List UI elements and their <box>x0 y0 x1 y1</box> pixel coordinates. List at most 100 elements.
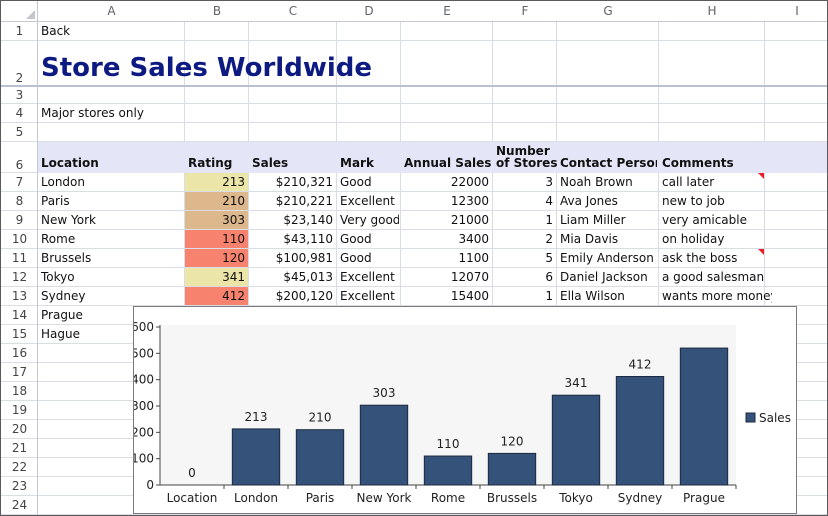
cell-comment[interactable]: wants more money <box>662 289 772 303</box>
row-header-18[interactable]: 18 <box>11 384 28 398</box>
cell-mark[interactable]: Excellent <box>340 289 395 303</box>
cell-annual-sales[interactable]: 12070 <box>450 270 489 284</box>
cell-stores[interactable]: 5 <box>545 251 553 265</box>
row-header-20[interactable]: 20 <box>11 422 28 436</box>
comment-indicator-icon[interactable] <box>758 173 764 179</box>
row-header-19[interactable]: 19 <box>11 403 28 417</box>
column-header-a[interactable]: A <box>107 4 116 18</box>
row-header-23[interactable]: 23 <box>11 479 28 493</box>
row-header-24[interactable]: 24 <box>11 498 28 512</box>
cell-location[interactable]: Sydney <box>41 289 86 303</box>
row-header-21[interactable]: 21 <box>11 441 28 455</box>
cell-rating[interactable]: 412 <box>222 289 245 303</box>
row-header-9[interactable]: 9 <box>15 213 24 227</box>
cell-stores[interactable]: 3 <box>545 175 553 189</box>
row-header-3[interactable]: 3 <box>15 88 24 102</box>
cell-rating[interactable]: 213 <box>222 175 245 189</box>
cell-location[interactable]: London <box>41 175 85 189</box>
row-header-13[interactable]: 13 <box>11 289 28 303</box>
cell-annual-sales[interactable]: 3400 <box>458 232 489 246</box>
cell-annual-sales[interactable]: 1100 <box>458 251 489 265</box>
cell-stores[interactable]: 1 <box>545 213 553 227</box>
cell-location[interactable]: Brussels <box>41 251 92 265</box>
row-header-8[interactable]: 8 <box>15 194 24 208</box>
cell-sales[interactable]: $200,120 <box>275 289 333 303</box>
cell-rating[interactable]: 110 <box>222 232 245 246</box>
sales-bar-chart[interactable]: 0 100 200 300 400 500 600 0 Location 213 London 210… <box>131 306 797 514</box>
cell-stores[interactable]: 1 <box>545 289 553 303</box>
cell-contact-person[interactable]: Liam Miller <box>560 213 626 227</box>
back-link[interactable]: Back <box>41 24 71 38</box>
row-header-7[interactable]: 7 <box>15 175 24 189</box>
cell-annual-sales[interactable]: 12300 <box>450 194 489 208</box>
cell-comment[interactable]: ask the boss <box>662 251 738 265</box>
cell-contact-person[interactable]: Ava Jones <box>560 194 618 208</box>
cell-contact-person[interactable]: Emily Anderson <box>560 251 654 265</box>
column-header-d[interactable]: D <box>364 4 374 18</box>
column-header-e[interactable]: E <box>443 4 451 18</box>
row-header-17[interactable]: 17 <box>11 365 28 379</box>
cell-annual-sales[interactable]: 15400 <box>450 289 489 303</box>
column-header-i[interactable]: I <box>795 4 799 18</box>
cell-location[interactable]: Tokyo <box>41 270 75 284</box>
cell-annual-sales[interactable]: 21000 <box>450 213 489 227</box>
cell-stores[interactable]: 4 <box>545 194 553 208</box>
cell-rating[interactable]: 210 <box>222 194 245 208</box>
cell-contact-person[interactable]: Mia Davis <box>560 232 619 246</box>
cell-location[interactable]: New York <box>41 213 96 227</box>
row-header-5[interactable]: 5 <box>15 125 24 139</box>
cell-mark[interactable]: Good <box>340 232 372 246</box>
cell-location[interactable]: Prague <box>41 308 83 322</box>
row-header-6[interactable]: 6 <box>15 158 24 172</box>
cell-annual-sales[interactable]: 22000 <box>450 175 489 189</box>
grid-col-line <box>492 1 493 515</box>
row-header-22[interactable]: 22 <box>11 460 28 474</box>
column-header-g[interactable]: G <box>603 4 613 18</box>
comment-indicator-icon[interactable] <box>758 249 764 255</box>
column-header-b[interactable]: B <box>212 4 222 18</box>
cell-contact-person[interactable]: Ella Wilson <box>560 289 625 303</box>
cell-stores[interactable]: 2 <box>545 232 553 246</box>
cell-mark[interactable]: Good <box>340 251 372 265</box>
cell-mark[interactable]: Excellent <box>340 270 395 284</box>
row-header-2[interactable]: 2 <box>15 71 24 85</box>
cell-location[interactable]: Rome <box>41 232 76 246</box>
row-header-16[interactable]: 16 <box>11 346 28 360</box>
cell-comment[interactable]: on holiday <box>662 232 725 246</box>
row-header-11[interactable]: 11 <box>11 251 28 265</box>
cell-sales[interactable]: $23,140 <box>283 213 333 227</box>
cell-rating[interactable]: 303 <box>222 213 245 227</box>
cell-mark[interactable]: Very good <box>340 213 399 227</box>
row-header-12[interactable]: 12 <box>11 270 28 284</box>
cell-comment[interactable]: a good salesman <box>662 270 765 284</box>
cell-sales[interactable]: $43,110 <box>283 232 333 246</box>
row-header-1[interactable]: 1 <box>15 24 24 38</box>
cell-comment[interactable]: call later <box>662 175 715 189</box>
cell-comment[interactable]: new to job <box>662 194 725 208</box>
cell-location[interactable]: Paris <box>41 194 70 208</box>
column-header-f[interactable]: F <box>521 4 529 18</box>
row-header-15[interactable]: 15 <box>11 327 28 341</box>
column-header-c[interactable]: C <box>288 4 298 18</box>
grid-col-line <box>336 1 337 515</box>
select-all-corner[interactable] <box>1 1 38 22</box>
row-header-4[interactable]: 4 <box>15 106 24 120</box>
cell-contact-person[interactable]: Noah Brown <box>560 175 633 189</box>
cell-sales[interactable]: $210,321 <box>275 175 333 189</box>
cell-location[interactable]: Hague <box>41 327 80 341</box>
header-rating: Rating <box>188 156 233 170</box>
cell-sales[interactable]: $45,013 <box>283 270 333 284</box>
cell-rating[interactable]: 120 <box>222 251 245 265</box>
cell-sales[interactable]: $210,221 <box>275 194 333 208</box>
row-header-10[interactable]: 10 <box>11 232 28 246</box>
cell-mark[interactable]: Good <box>340 175 372 189</box>
cell-contact-person[interactable]: Daniel Jackson <box>560 270 648 284</box>
header-contact-person: Contact Person <box>560 156 657 170</box>
row-header-14[interactable]: 14 <box>11 308 28 322</box>
column-header-h[interactable]: H <box>707 4 717 18</box>
cell-rating[interactable]: 341 <box>222 270 245 284</box>
cell-stores[interactable]: 6 <box>545 270 553 284</box>
cell-mark[interactable]: Excellent <box>340 194 395 208</box>
cell-comment[interactable]: very amicable <box>662 213 747 227</box>
cell-sales[interactable]: $100,981 <box>275 251 333 265</box>
